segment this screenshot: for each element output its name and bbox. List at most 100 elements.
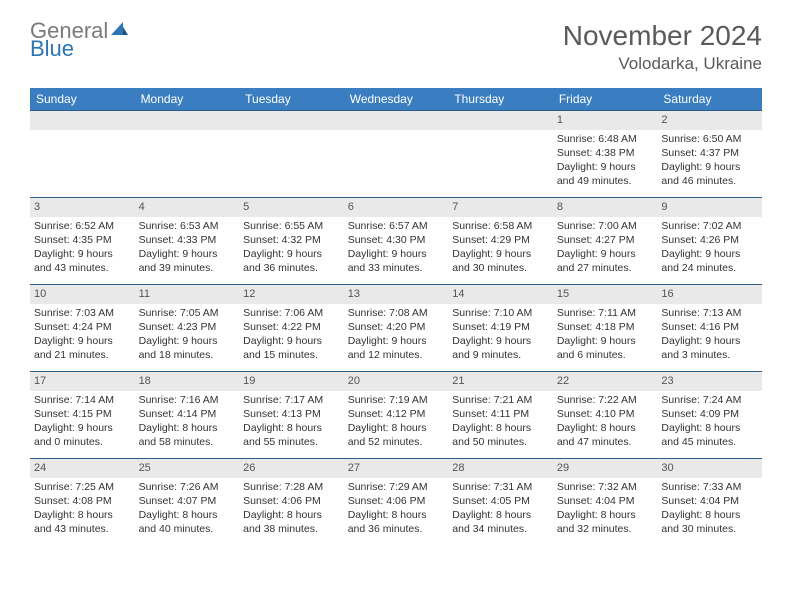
day-cell-17: 17Sunrise: 7:14 AMSunset: 4:15 PMDayligh… bbox=[30, 371, 135, 458]
day-number: 4 bbox=[135, 197, 240, 217]
day-body: Sunrise: 7:13 AMSunset: 4:16 PMDaylight:… bbox=[657, 304, 762, 367]
day-body: Sunrise: 6:57 AMSunset: 4:30 PMDaylight:… bbox=[344, 217, 449, 280]
day-body: Sunrise: 7:28 AMSunset: 4:06 PMDaylight:… bbox=[239, 478, 344, 541]
day-number: 16 bbox=[657, 284, 762, 304]
empty-cell bbox=[30, 110, 135, 197]
day-cell-23: 23Sunrise: 7:24 AMSunset: 4:09 PMDayligh… bbox=[657, 371, 762, 458]
location: Volodarka, Ukraine bbox=[563, 54, 762, 74]
day-number: 14 bbox=[448, 284, 553, 304]
day-number: 17 bbox=[30, 371, 135, 391]
day-number: 23 bbox=[657, 371, 762, 391]
day-number: 2 bbox=[657, 110, 762, 130]
day-cell-14: 14Sunrise: 7:10 AMSunset: 4:19 PMDayligh… bbox=[448, 284, 553, 371]
day-body: Sunrise: 7:21 AMSunset: 4:11 PMDaylight:… bbox=[448, 391, 553, 454]
days-grid: 1Sunrise: 6:48 AMSunset: 4:38 PMDaylight… bbox=[30, 110, 762, 545]
day-cell-1: 1Sunrise: 6:48 AMSunset: 4:38 PMDaylight… bbox=[553, 110, 658, 197]
day-cell-28: 28Sunrise: 7:31 AMSunset: 4:05 PMDayligh… bbox=[448, 458, 553, 545]
day-number: 29 bbox=[553, 458, 658, 478]
day-number: 15 bbox=[553, 284, 658, 304]
day-number: 10 bbox=[30, 284, 135, 304]
day-body: Sunrise: 7:17 AMSunset: 4:13 PMDaylight:… bbox=[239, 391, 344, 454]
weekday-friday: Friday bbox=[553, 88, 658, 110]
day-number: 21 bbox=[448, 371, 553, 391]
day-number: 8 bbox=[553, 197, 658, 217]
day-cell-25: 25Sunrise: 7:26 AMSunset: 4:07 PMDayligh… bbox=[135, 458, 240, 545]
day-body: Sunrise: 7:11 AMSunset: 4:18 PMDaylight:… bbox=[553, 304, 658, 367]
day-cell-3: 3Sunrise: 6:52 AMSunset: 4:35 PMDaylight… bbox=[30, 197, 135, 284]
day-cell-20: 20Sunrise: 7:19 AMSunset: 4:12 PMDayligh… bbox=[344, 371, 449, 458]
day-number: 18 bbox=[135, 371, 240, 391]
day-body: Sunrise: 7:32 AMSunset: 4:04 PMDaylight:… bbox=[553, 478, 658, 541]
empty-cell bbox=[239, 110, 344, 197]
day-cell-11: 11Sunrise: 7:05 AMSunset: 4:23 PMDayligh… bbox=[135, 284, 240, 371]
day-body: Sunrise: 6:48 AMSunset: 4:38 PMDaylight:… bbox=[553, 130, 658, 193]
day-body: Sunrise: 7:10 AMSunset: 4:19 PMDaylight:… bbox=[448, 304, 553, 367]
logo: GeneralBlue bbox=[30, 20, 130, 60]
day-body: Sunrise: 7:19 AMSunset: 4:12 PMDaylight:… bbox=[344, 391, 449, 454]
day-number: 13 bbox=[344, 284, 449, 304]
day-cell-29: 29Sunrise: 7:32 AMSunset: 4:04 PMDayligh… bbox=[553, 458, 658, 545]
day-number: 5 bbox=[239, 197, 344, 217]
empty-cell bbox=[344, 110, 449, 197]
day-cell-5: 5Sunrise: 6:55 AMSunset: 4:32 PMDaylight… bbox=[239, 197, 344, 284]
day-number: 9 bbox=[657, 197, 762, 217]
weekday-monday: Monday bbox=[135, 88, 240, 110]
day-cell-22: 22Sunrise: 7:22 AMSunset: 4:10 PMDayligh… bbox=[553, 371, 658, 458]
weekday-row: SundayMondayTuesdayWednesdayThursdayFrid… bbox=[30, 88, 762, 110]
day-body: Sunrise: 7:22 AMSunset: 4:10 PMDaylight:… bbox=[553, 391, 658, 454]
day-cell-2: 2Sunrise: 6:50 AMSunset: 4:37 PMDaylight… bbox=[657, 110, 762, 197]
day-body: Sunrise: 7:16 AMSunset: 4:14 PMDaylight:… bbox=[135, 391, 240, 454]
day-body: Sunrise: 6:50 AMSunset: 4:37 PMDaylight:… bbox=[657, 130, 762, 193]
day-cell-10: 10Sunrise: 7:03 AMSunset: 4:24 PMDayligh… bbox=[30, 284, 135, 371]
day-number: 24 bbox=[30, 458, 135, 478]
day-number: 6 bbox=[344, 197, 449, 217]
day-number: 11 bbox=[135, 284, 240, 304]
day-number: 25 bbox=[135, 458, 240, 478]
day-cell-24: 24Sunrise: 7:25 AMSunset: 4:08 PMDayligh… bbox=[30, 458, 135, 545]
day-body: Sunrise: 7:24 AMSunset: 4:09 PMDaylight:… bbox=[657, 391, 762, 454]
day-cell-12: 12Sunrise: 7:06 AMSunset: 4:22 PMDayligh… bbox=[239, 284, 344, 371]
day-number: 3 bbox=[30, 197, 135, 217]
day-body: Sunrise: 7:02 AMSunset: 4:26 PMDaylight:… bbox=[657, 217, 762, 280]
day-body: Sunrise: 7:03 AMSunset: 4:24 PMDaylight:… bbox=[30, 304, 135, 367]
weekday-sunday: Sunday bbox=[30, 88, 135, 110]
day-body: Sunrise: 7:08 AMSunset: 4:20 PMDaylight:… bbox=[344, 304, 449, 367]
day-body: Sunrise: 7:25 AMSunset: 4:08 PMDaylight:… bbox=[30, 478, 135, 541]
day-cell-15: 15Sunrise: 7:11 AMSunset: 4:18 PMDayligh… bbox=[553, 284, 658, 371]
day-cell-30: 30Sunrise: 7:33 AMSunset: 4:04 PMDayligh… bbox=[657, 458, 762, 545]
day-body: Sunrise: 7:26 AMSunset: 4:07 PMDaylight:… bbox=[135, 478, 240, 541]
weekday-saturday: Saturday bbox=[657, 88, 762, 110]
day-body: Sunrise: 7:05 AMSunset: 4:23 PMDaylight:… bbox=[135, 304, 240, 367]
day-cell-7: 7Sunrise: 6:58 AMSunset: 4:29 PMDaylight… bbox=[448, 197, 553, 284]
day-number: 27 bbox=[344, 458, 449, 478]
day-body: Sunrise: 6:58 AMSunset: 4:29 PMDaylight:… bbox=[448, 217, 553, 280]
day-cell-9: 9Sunrise: 7:02 AMSunset: 4:26 PMDaylight… bbox=[657, 197, 762, 284]
day-number: 1 bbox=[553, 110, 658, 130]
title-block: November 2024 Volodarka, Ukraine bbox=[563, 20, 762, 74]
day-number: 28 bbox=[448, 458, 553, 478]
calendar: SundayMondayTuesdayWednesdayThursdayFrid… bbox=[30, 88, 762, 545]
day-body: Sunrise: 7:33 AMSunset: 4:04 PMDaylight:… bbox=[657, 478, 762, 541]
day-cell-16: 16Sunrise: 7:13 AMSunset: 4:16 PMDayligh… bbox=[657, 284, 762, 371]
day-cell-6: 6Sunrise: 6:57 AMSunset: 4:30 PMDaylight… bbox=[344, 197, 449, 284]
day-number: 7 bbox=[448, 197, 553, 217]
day-cell-4: 4Sunrise: 6:53 AMSunset: 4:33 PMDaylight… bbox=[135, 197, 240, 284]
weekday-thursday: Thursday bbox=[448, 88, 553, 110]
day-body: Sunrise: 6:55 AMSunset: 4:32 PMDaylight:… bbox=[239, 217, 344, 280]
day-cell-13: 13Sunrise: 7:08 AMSunset: 4:20 PMDayligh… bbox=[344, 284, 449, 371]
logo-text-blue: Blue bbox=[30, 38, 130, 60]
day-number: 22 bbox=[553, 371, 658, 391]
day-body: Sunrise: 6:52 AMSunset: 4:35 PMDaylight:… bbox=[30, 217, 135, 280]
header: GeneralBlue November 2024 Volodarka, Ukr… bbox=[0, 0, 792, 82]
day-body: Sunrise: 7:31 AMSunset: 4:05 PMDaylight:… bbox=[448, 478, 553, 541]
day-number: 30 bbox=[657, 458, 762, 478]
empty-cell bbox=[135, 110, 240, 197]
day-cell-19: 19Sunrise: 7:17 AMSunset: 4:13 PMDayligh… bbox=[239, 371, 344, 458]
month-title: November 2024 bbox=[563, 20, 762, 52]
weekday-wednesday: Wednesday bbox=[344, 88, 449, 110]
day-body: Sunrise: 7:06 AMSunset: 4:22 PMDaylight:… bbox=[239, 304, 344, 367]
day-number: 19 bbox=[239, 371, 344, 391]
day-cell-8: 8Sunrise: 7:00 AMSunset: 4:27 PMDaylight… bbox=[553, 197, 658, 284]
day-number: 12 bbox=[239, 284, 344, 304]
day-number: 26 bbox=[239, 458, 344, 478]
